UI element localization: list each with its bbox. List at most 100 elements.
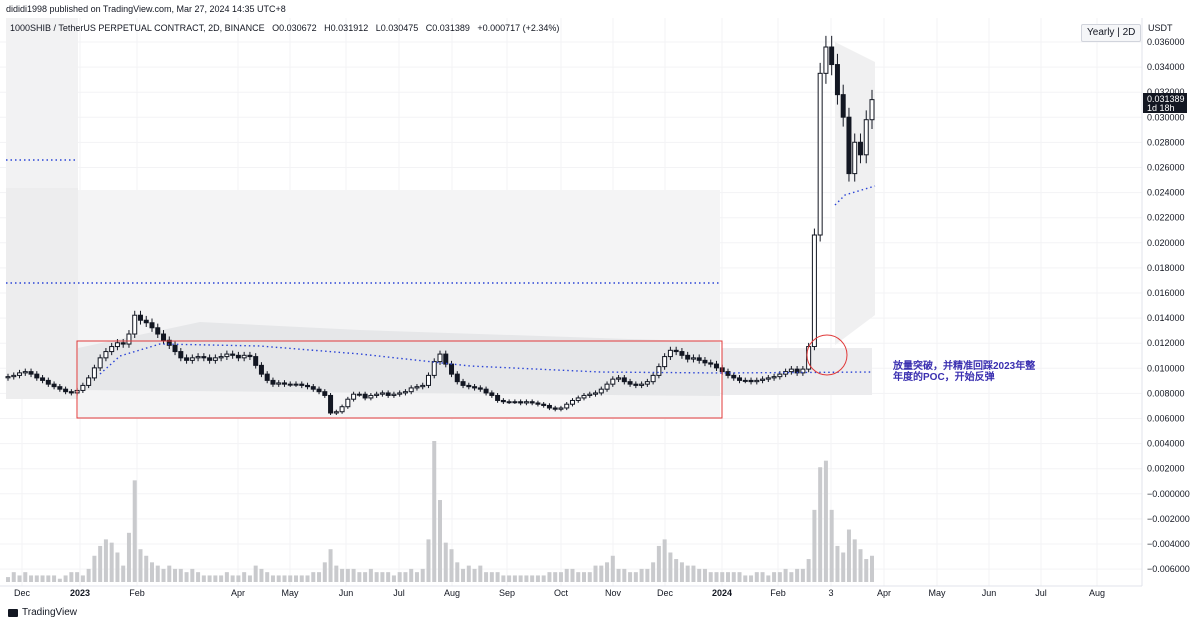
candle-body [593,392,599,395]
candle-body [345,398,351,408]
volume-bar [138,549,143,582]
candle-body [506,401,512,404]
volume-bar [472,568,477,582]
volume-bar [409,568,414,582]
value-area-2024-upper [835,42,875,345]
x-tick-label: 2024 [712,588,732,598]
y-tick-label: 0.008000 [1147,388,1185,398]
candle-body [68,391,74,394]
annotation-line-2: 年度的POC，开始反弹 [893,370,995,383]
volume-bar [374,572,379,582]
volume-bar [126,532,131,582]
candle-body [564,403,570,409]
candle-body [443,353,449,365]
tradingview-logo[interactable]: TradingView [8,607,77,618]
x-tick-label: Feb [770,588,786,598]
candle-body [351,393,357,400]
y-tick-label: −0.006000 [1147,564,1190,574]
volume-bar [541,575,546,582]
candle-body [627,381,633,385]
volume-bar [812,509,817,582]
candle-body [385,392,391,396]
candle-body [339,406,345,413]
candle-body [149,322,155,329]
volume-bar [253,565,258,582]
volume-bar [426,539,431,582]
candle-body [253,356,259,366]
candle-body [161,333,167,341]
volume-bar [213,575,218,582]
candle-body [633,383,639,386]
x-tick-label: Aug [444,588,460,598]
x-tick-label: Jul [393,588,405,598]
volume-bar [305,575,310,582]
candle-body [811,234,817,348]
y-tick-label: 0.026000 [1147,163,1185,173]
x-tick-label: Feb [129,588,145,598]
volume-bar [702,568,707,582]
volume-bar [52,575,57,582]
candle-body [414,386,420,389]
volume-bar [697,568,702,582]
volume-bar [633,572,638,582]
volume-bar [299,575,304,582]
range-box[interactable] [76,340,723,419]
volume-bar [587,572,592,582]
volume-bar [276,575,281,582]
volume-series [6,441,874,582]
volume-bar [610,555,615,582]
volume-bar [564,568,569,582]
x-tick-label: Sep [499,588,515,598]
volume-bar [236,575,241,582]
retest-circle[interactable] [806,334,848,376]
candle-body [86,377,92,386]
candle-body [552,407,558,410]
symbol-title[interactable]: 1000SHIB / TetherUS PERPETUAL CONTRACT, … [10,23,265,33]
candle-body [852,141,858,175]
candle-body [610,378,616,385]
volume-bar [518,575,523,582]
ohlc-legend: 1000SHIB / TetherUS PERPETUAL CONTRACT, … [10,23,564,33]
candle-body [581,394,587,399]
candle-body [397,392,403,395]
candle-body [143,319,149,324]
volume-bar [720,572,725,582]
candle-body [40,377,46,381]
volume-bar [178,568,183,582]
volume-bar [512,575,517,582]
candle-body [587,393,593,396]
volume-bar [870,555,874,582]
period-selector-button[interactable]: Yearly | 2D [1081,24,1142,42]
currency-label[interactable]: USDT [1148,23,1173,33]
volume-bar [6,577,10,582]
volume-bar [628,572,633,582]
y-tick-label: 0.022000 [1147,213,1185,223]
candle-body [771,376,777,379]
candle-body [287,383,293,386]
candle-body [512,401,518,404]
candle-body [656,366,662,376]
volume-bar [115,552,120,582]
volume-bar [328,549,333,582]
volume-bar [368,568,373,582]
candle-body [172,344,178,353]
y-tick-label: 0.014000 [1147,313,1185,323]
brand-name: TradingView [22,607,78,618]
candle-body [679,351,685,356]
candle-body [207,357,213,361]
candle-body [22,371,28,374]
y-tick-label: −0.002000 [1147,514,1190,524]
volume-bar [282,575,287,582]
volume-bar [144,555,149,582]
candle-body [454,373,460,383]
candle-body [184,357,190,361]
volume-bar [403,572,408,582]
time-axis[interactable]: Dec 2023 Feb Apr May Jun Jul Aug Sep Oct Nov Dec 202… [14,588,1105,598]
volume-bar [852,539,857,582]
volume-bar [484,572,489,582]
price-axis[interactable]: 0.036000 0.034000 0.032000 0.030000 0.028000… [1147,37,1190,574]
candle-body [760,378,766,381]
candle-body [178,351,184,359]
volume-bar [311,572,316,582]
